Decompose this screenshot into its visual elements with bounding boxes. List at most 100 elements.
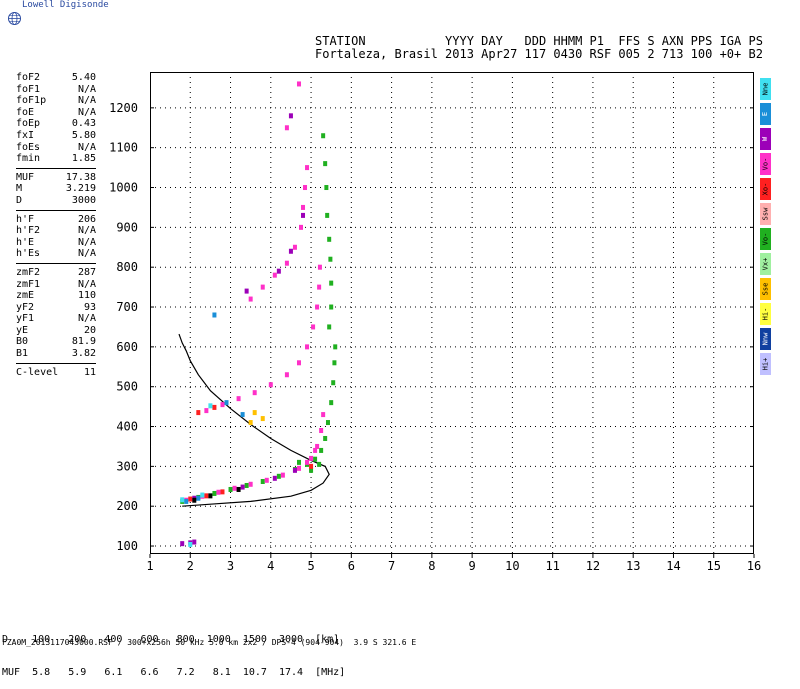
echo-point xyxy=(301,212,306,218)
param-value: N/A xyxy=(77,106,96,118)
param-value: 81.9 xyxy=(71,336,96,348)
echo-point xyxy=(284,372,289,378)
param-row: B0 81.9 xyxy=(16,336,96,348)
param-row: foEp 0.43 xyxy=(16,118,96,130)
x-tick-label: 12 xyxy=(586,559,600,573)
param-row: fmin 1.85 xyxy=(16,153,96,165)
param-row: h'E N/A xyxy=(16,237,96,249)
legend-label: W xyxy=(761,136,770,142)
param-name: h'F2 xyxy=(16,225,41,237)
param-separator xyxy=(16,262,96,264)
echo-point xyxy=(296,360,301,366)
param-row: D 3000 xyxy=(16,195,96,207)
param-name: MUF xyxy=(16,171,35,183)
echo-point xyxy=(276,268,281,274)
param-name: foF2 xyxy=(16,72,41,83)
param-row: B1 3.82 xyxy=(16,348,96,360)
x-tick-label: 7 xyxy=(388,559,395,573)
echo-point xyxy=(328,256,333,262)
param-value: 17.38 xyxy=(65,171,96,183)
x-tick-label: 10 xyxy=(505,559,519,573)
echo-point xyxy=(296,465,301,471)
echo-point xyxy=(292,244,297,250)
legend-label: Nne xyxy=(761,82,770,96)
echo-point xyxy=(204,493,209,499)
y-tick-label: 900 xyxy=(116,220,138,234)
param-name: foE xyxy=(16,106,35,118)
profile-curve xyxy=(178,333,330,507)
x-tick-label: 14 xyxy=(666,559,680,573)
legend-label: Xo- xyxy=(761,182,770,196)
echo-point xyxy=(315,304,320,310)
echo-point xyxy=(313,447,318,453)
param-name: h'Es xyxy=(16,248,41,260)
echo-point xyxy=(305,165,310,171)
param-row: h'Es N/A xyxy=(16,248,96,260)
param-name: B0 xyxy=(16,336,29,348)
y-tick-label: 600 xyxy=(116,340,138,354)
echo-point xyxy=(319,447,324,453)
param-separator xyxy=(16,362,96,364)
param-row: zmF2 287 xyxy=(16,267,96,279)
param-row: foF2 5.40 xyxy=(16,72,96,84)
echo-point xyxy=(272,272,277,278)
x-tick-label: 8 xyxy=(428,559,435,573)
y-tick-label: 500 xyxy=(116,380,138,394)
param-value: 287 xyxy=(77,266,96,278)
param-row: foEs N/A xyxy=(16,142,96,154)
echo-point xyxy=(329,400,334,406)
echo-point xyxy=(192,539,197,545)
echo-point xyxy=(260,479,265,485)
legend-label: Hi+ xyxy=(761,357,770,371)
echo-point xyxy=(313,456,318,462)
echo-point xyxy=(299,224,303,230)
param-value: 5.80 xyxy=(71,129,96,141)
echo-point xyxy=(212,404,217,410)
y-tick-label: 300 xyxy=(116,459,138,473)
y-tick-label: 1100 xyxy=(109,141,138,155)
echo-point xyxy=(288,113,293,119)
echo-point xyxy=(244,288,249,294)
y-tick-label: 800 xyxy=(116,260,138,274)
param-value: 206 xyxy=(77,213,96,225)
param-name: fxI xyxy=(16,129,35,141)
param-row: h'F 206 xyxy=(16,214,96,226)
x-tick-label: 13 xyxy=(626,559,640,573)
echo-point xyxy=(321,133,326,139)
param-row: foE N/A xyxy=(16,107,96,119)
echo-point xyxy=(260,416,265,422)
param-value: N/A xyxy=(77,313,96,325)
legend-label: E xyxy=(761,111,770,117)
param-value: N/A xyxy=(77,95,96,107)
param-separator xyxy=(16,209,96,211)
param-name: zmF2 xyxy=(16,266,41,278)
legend-item: Vo- xyxy=(760,153,771,175)
x-tick-label: 15 xyxy=(707,559,721,573)
legend-label: Ssw xyxy=(761,207,770,221)
param-value: 11 xyxy=(83,366,96,378)
echo-point xyxy=(240,484,245,490)
echo-point xyxy=(228,486,233,492)
echo-point xyxy=(333,344,338,350)
x-tick-label: 5 xyxy=(307,559,314,573)
echo-point xyxy=(317,284,322,290)
echo-point xyxy=(284,260,289,266)
param-value: 1.85 xyxy=(71,153,96,165)
legend-item: E xyxy=(760,103,771,125)
param-row: zmF1 N/A xyxy=(16,279,96,291)
y-tick-label: 400 xyxy=(116,420,138,434)
param-row: yF1 N/A xyxy=(16,313,96,325)
param-value: 3.82 xyxy=(71,348,96,360)
echo-point xyxy=(296,81,301,87)
legend-item: Nnw xyxy=(760,328,771,350)
param-row: foF1p N/A xyxy=(16,95,96,107)
x-tick-label: 2 xyxy=(187,559,194,573)
param-name: h'E xyxy=(16,236,35,248)
echo-point xyxy=(264,477,269,483)
x-tick-label: 1 xyxy=(146,559,153,573)
param-value: N/A xyxy=(77,248,96,260)
echo-point xyxy=(216,489,221,495)
param-value: N/A xyxy=(77,225,96,237)
param-name: B1 xyxy=(16,348,29,360)
echo-point xyxy=(323,435,328,441)
